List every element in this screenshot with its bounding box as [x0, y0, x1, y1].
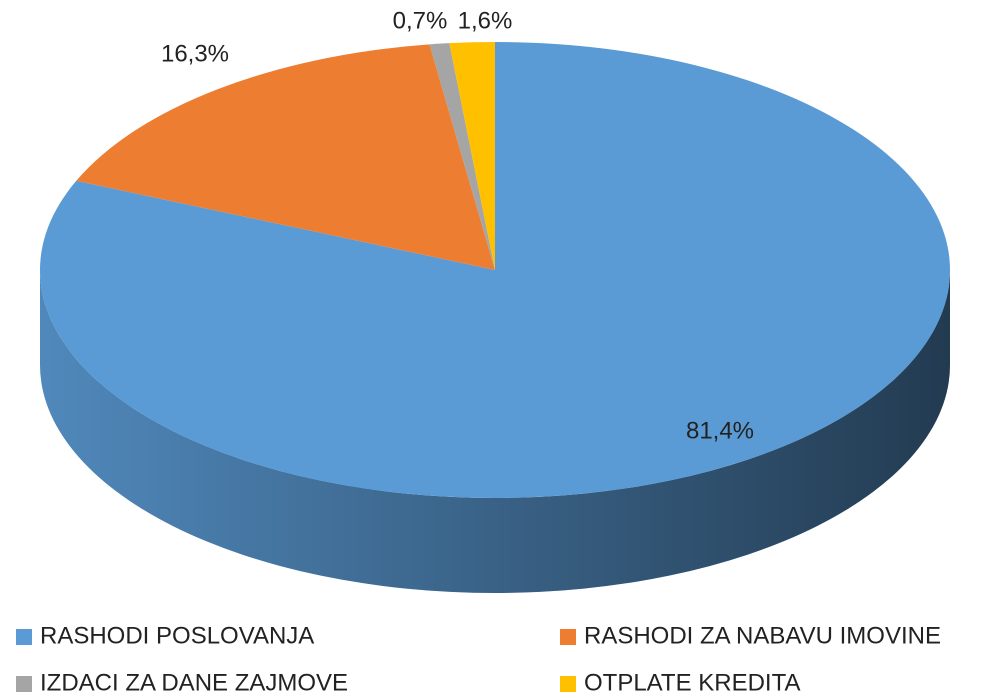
legend-label: OTPLATE KREDITA: [584, 669, 800, 696]
slice-side-shade: [40, 270, 950, 593]
data-label: 0,7%: [393, 7, 448, 34]
slice: [76, 44, 496, 270]
data-label: 81,4%: [686, 417, 754, 444]
data-label: 16,3%: [161, 40, 229, 67]
legend-swatch: [16, 629, 32, 645]
slice: [429, 43, 495, 270]
data-label: 1,6%: [458, 7, 513, 34]
legend-label: RASHODI POSLOVANJA: [40, 622, 314, 649]
legend-label: RASHODI ZA NABAVU IMOVINE: [584, 622, 941, 649]
legend-swatch: [16, 676, 32, 692]
legend-swatch: [560, 676, 576, 692]
slice: [39, 42, 951, 499]
legend-swatch: [560, 629, 576, 645]
legend-label: IZDACI ZA DANE ZAJMOVE: [40, 669, 348, 696]
slice: [449, 42, 495, 270]
